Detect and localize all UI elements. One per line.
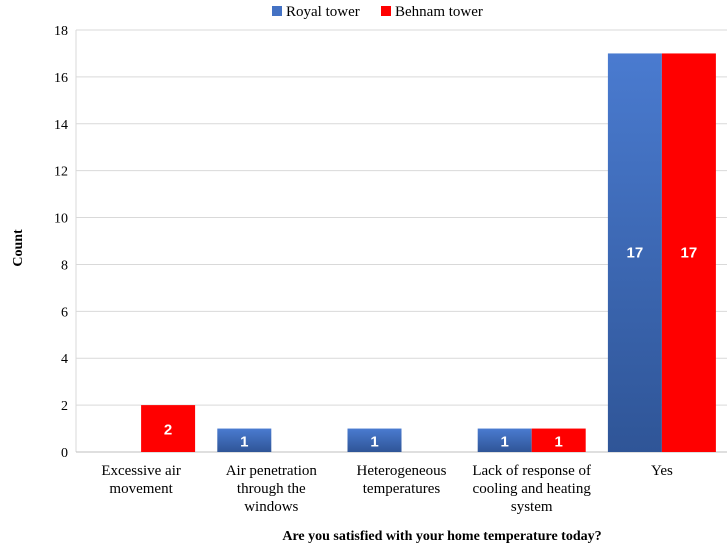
legend-entry: Behnam tower <box>395 4 483 20</box>
y-tick-label: 0 <box>61 446 68 461</box>
x-axis-categories: Excessive air movement Air penetration thro… <box>101 463 673 515</box>
data-label: 17 <box>627 245 644 262</box>
x-category-label: Lack of response of <box>472 463 591 479</box>
y-tick-label: 8 <box>61 258 68 273</box>
y-tick-label: 6 <box>61 305 68 320</box>
data-label: 1 <box>555 433 563 450</box>
bars: 1 1 1 17 2 1 17 <box>141 53 716 452</box>
x-category-label: windows <box>244 499 298 515</box>
y-tick-label: 2 <box>61 399 68 414</box>
legend-swatch <box>381 6 391 16</box>
legend-entry: Royal tower <box>286 4 360 20</box>
x-category-label: movement <box>109 481 173 497</box>
x-category-label: temperatures <box>363 481 441 497</box>
y-axis-ticks: 0 2 4 6 8 10 12 14 16 18 <box>54 24 68 461</box>
y-tick-label: 18 <box>54 24 68 39</box>
x-category-label: through the <box>237 481 306 497</box>
y-axis-title: Count <box>11 229 26 267</box>
legend-swatch <box>272 6 282 16</box>
data-label: 17 <box>681 245 698 262</box>
y-tick-label: 14 <box>54 118 68 133</box>
x-axis-title: Are you satisfied with your home tempera… <box>282 529 601 544</box>
data-label: 2 <box>164 422 172 439</box>
data-label: 1 <box>501 433 509 450</box>
x-category-label: cooling and heating <box>473 481 592 497</box>
data-label: 1 <box>240 433 248 450</box>
x-category-label: Yes <box>651 463 673 479</box>
y-tick-label: 16 <box>54 71 68 86</box>
x-category-label: Excessive air <box>101 463 181 479</box>
x-category-label: system <box>511 499 553 515</box>
y-tick-label: 12 <box>54 165 68 180</box>
legend: Royal tower Behnam tower <box>272 4 483 20</box>
x-category-label: Heterogeneous <box>357 463 447 479</box>
data-label: 1 <box>370 433 378 450</box>
x-category-label: Air penetration <box>226 463 318 479</box>
y-tick-label: 10 <box>54 212 68 227</box>
y-tick-label: 4 <box>61 352 68 367</box>
